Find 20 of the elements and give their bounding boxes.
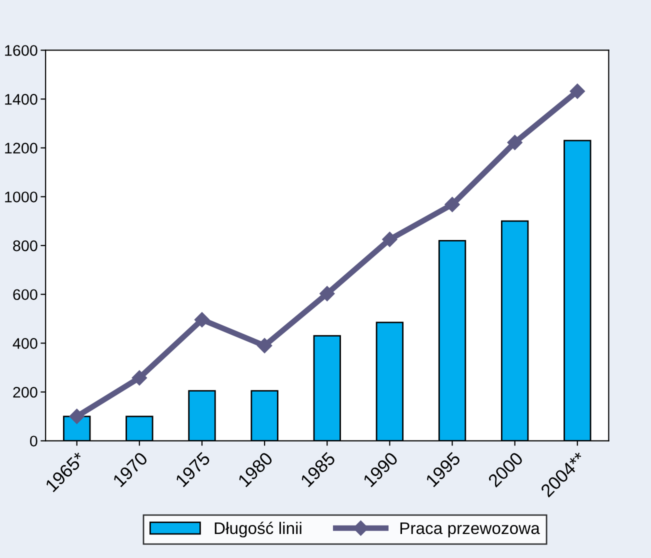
y-tick-label: 1400 [5,94,38,105]
point [256,338,272,354]
legend-label: Długość linii [214,522,302,538]
y-tick-label: 400 [12,338,38,349]
point [132,370,147,386]
y-tick-label: 200 [13,386,38,398]
y-tick-label: 1200 [5,142,38,154]
y-tick-label: 800 [13,240,38,252]
point [194,312,210,328]
y-tick-label: 1600 [5,45,38,56]
point [444,196,460,212]
point [382,232,398,247]
y-tick-label: 600 [13,289,38,300]
point [570,84,585,99]
legend-label: Praca przewozowa [400,522,540,538]
point [69,408,84,424]
point [320,286,335,302]
y-tick-label: 1000 [5,192,38,202]
y-tick-label: 0 [30,436,38,447]
point [507,134,522,150]
